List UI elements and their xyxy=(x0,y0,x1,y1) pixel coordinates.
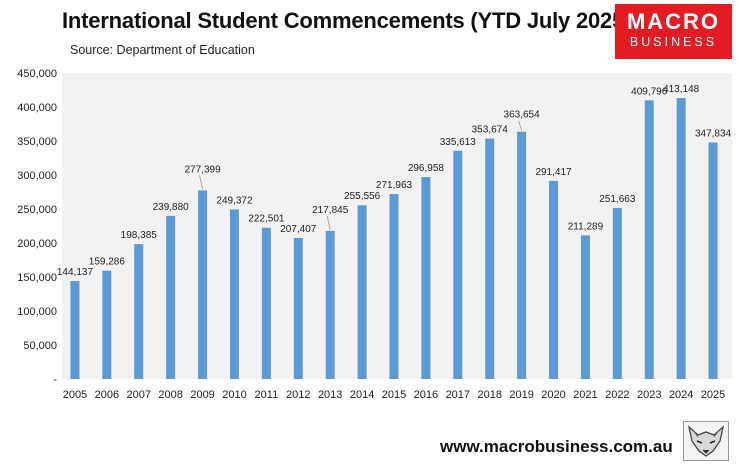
bar xyxy=(70,280,80,379)
bar xyxy=(708,142,718,379)
x-tick-label: 2005 xyxy=(63,389,87,401)
y-tick-label: 450,000 xyxy=(17,68,57,80)
x-tick-label: 2020 xyxy=(541,389,565,401)
x-tick-label: 2012 xyxy=(286,389,310,401)
fox-logo-icon xyxy=(683,421,729,461)
x-tick-label: 2007 xyxy=(127,389,151,401)
logo-line-2: BUSINESS xyxy=(629,35,718,49)
label-leader-line xyxy=(326,215,331,230)
bar xyxy=(421,177,431,379)
x-tick-label: 2025 xyxy=(701,389,725,401)
x-tick-label: 2017 xyxy=(446,389,470,401)
x-tick-label: 2023 xyxy=(637,389,661,401)
data-label: 413,148 xyxy=(663,84,700,95)
x-tick-label: 2021 xyxy=(573,389,597,401)
data-label: 159,286 xyxy=(89,257,126,268)
data-label: 207,407 xyxy=(280,224,317,235)
y-tick-label: 350,000 xyxy=(17,136,57,148)
y-tick-label: 50,000 xyxy=(23,340,57,352)
x-tick-label: 2019 xyxy=(509,389,533,401)
website-url: www.macrobusiness.com.au xyxy=(440,437,673,456)
data-label: 277,399 xyxy=(184,164,221,175)
bar xyxy=(580,235,590,379)
bar xyxy=(644,100,654,380)
y-tick-label: 200,000 xyxy=(17,238,57,250)
data-label: 353,674 xyxy=(472,125,509,136)
data-label: 363,654 xyxy=(504,110,541,121)
x-tick-label: 2024 xyxy=(669,389,693,401)
bar xyxy=(102,270,112,379)
bar xyxy=(389,194,399,379)
label-leader-line xyxy=(518,120,523,131)
data-label: 271,963 xyxy=(376,180,413,191)
bar xyxy=(453,150,463,379)
data-label: 144,137 xyxy=(57,267,94,278)
data-label: 211,289 xyxy=(568,221,604,232)
bar xyxy=(676,98,686,379)
x-tick-label: 2015 xyxy=(382,389,406,401)
x-tick-label: 2009 xyxy=(190,389,214,401)
y-tick-label: 150,000 xyxy=(17,272,57,284)
bar xyxy=(612,207,622,379)
data-label: 222,501 xyxy=(248,214,285,225)
data-label: 255,556 xyxy=(344,191,381,202)
x-tick-label: 2013 xyxy=(318,389,342,401)
x-tick-label: 2010 xyxy=(222,389,246,401)
data-label: 291,417 xyxy=(535,167,572,178)
data-label: 335,613 xyxy=(440,137,477,148)
bar xyxy=(166,215,176,379)
y-tick-label: - xyxy=(53,374,57,386)
bar xyxy=(357,205,367,379)
y-tick-label: 100,000 xyxy=(17,306,57,318)
label-leader-line xyxy=(199,175,203,190)
data-label: 239,880 xyxy=(153,202,190,213)
bar xyxy=(198,190,208,379)
data-label: 296,958 xyxy=(408,163,445,174)
x-tick-label: 2016 xyxy=(414,389,438,401)
y-tick-label: 300,000 xyxy=(17,170,57,182)
chart-source: Source: Department of Education xyxy=(70,43,255,57)
x-axis: 2005 2006 2007 2008 2009 2010 2011 2012 2013 2014… xyxy=(63,389,726,401)
logo-line-1: MACRO xyxy=(626,9,721,34)
y-axis: - 50,000 100,000 150,000 200,000 250,000 300,0… xyxy=(17,68,57,386)
x-tick-label: 2014 xyxy=(350,389,374,401)
bar xyxy=(485,138,495,379)
bar xyxy=(517,131,527,379)
y-tick-label: 400,000 xyxy=(17,102,57,114)
bar xyxy=(549,180,559,379)
bar xyxy=(293,237,303,379)
macrobusiness-logo: MACRO BUSINESS xyxy=(615,4,732,59)
bar-series xyxy=(70,98,718,380)
x-tick-label: 2006 xyxy=(95,389,119,401)
data-label: 347,834 xyxy=(695,128,732,139)
bar xyxy=(134,244,144,379)
bar xyxy=(229,209,239,379)
x-tick-label: 2022 xyxy=(605,389,629,401)
x-tick-label: 2011 xyxy=(255,389,279,401)
x-tick-label: 2008 xyxy=(158,389,182,401)
data-label: 249,372 xyxy=(216,195,253,206)
data-label: 198,385 xyxy=(121,230,158,241)
data-label: 409,796 xyxy=(631,86,668,97)
y-tick-label: 250,000 xyxy=(17,204,57,216)
data-label: 217,845 xyxy=(312,205,349,216)
chart-title: International Student Commencements (YTD… xyxy=(62,8,632,33)
bar xyxy=(325,230,335,379)
bar xyxy=(261,227,271,379)
x-tick-label: 2018 xyxy=(477,389,501,401)
data-label: 251,663 xyxy=(599,194,636,205)
